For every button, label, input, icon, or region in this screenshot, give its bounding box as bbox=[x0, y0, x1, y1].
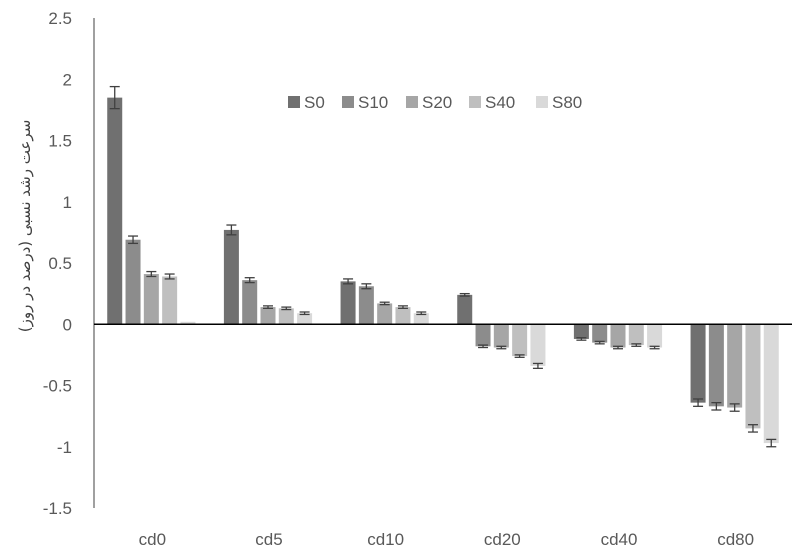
error-bar-s80-cd5 bbox=[299, 311, 310, 316]
x-category-label: cd10 bbox=[367, 530, 404, 549]
y-tick-label: 2 bbox=[63, 70, 72, 89]
error-bar-s20-cd0 bbox=[146, 270, 157, 278]
y-tick-label: 2.5 bbox=[48, 9, 72, 28]
error-bar-s0-cd20 bbox=[459, 292, 470, 297]
error-bar-s40-cd10 bbox=[397, 305, 408, 309]
bar-s10-cd0 bbox=[125, 239, 141, 325]
error-bar-s10-cd5 bbox=[244, 277, 255, 284]
legend-swatch-s0 bbox=[288, 96, 300, 108]
bar-s80-cd10 bbox=[413, 313, 429, 325]
error-bar-s40-cd0 bbox=[164, 273, 175, 280]
error-bar-s10-cd0 bbox=[128, 235, 139, 245]
legend: S0 S10 S20 S40 S80 bbox=[288, 93, 582, 112]
bar-s0-cd80 bbox=[690, 324, 706, 403]
bar-s80-cd80 bbox=[763, 324, 779, 444]
legend-label-s0: S0 bbox=[304, 93, 325, 112]
y-tick-label: -0.5 bbox=[43, 377, 72, 396]
legend-label-s10: S10 bbox=[358, 93, 388, 112]
bar-s10-cd20 bbox=[475, 324, 491, 347]
legend-swatch-s10 bbox=[342, 96, 354, 108]
error-bar-s80-cd10 bbox=[416, 311, 427, 316]
bar-s20-cd40 bbox=[610, 324, 626, 348]
y-tick-label: -1.5 bbox=[43, 499, 72, 518]
x-category-label: cd5 bbox=[255, 530, 282, 549]
legend-label-s40: S40 bbox=[485, 93, 515, 112]
bar-s10-cd80 bbox=[708, 324, 724, 407]
bar-s0-cd0 bbox=[107, 97, 123, 325]
legend-swatch-s80 bbox=[536, 96, 548, 108]
x-category-label: cd20 bbox=[484, 530, 521, 549]
y-tick-label: 0.5 bbox=[48, 254, 72, 273]
error-bar-s40-cd20 bbox=[514, 354, 525, 358]
legend-swatch-s40 bbox=[469, 96, 481, 108]
error-bar-s20-cd40 bbox=[613, 345, 623, 350]
x-category-label: cd80 bbox=[717, 530, 754, 549]
bar-s0-cd20 bbox=[457, 294, 473, 325]
bar-s80-cd5 bbox=[297, 313, 313, 325]
error-bar-s40-cd5 bbox=[281, 306, 292, 311]
error-bar-s0-cd10 bbox=[343, 278, 354, 285]
bars-layer bbox=[107, 97, 779, 444]
error-bar-s10-cd10 bbox=[361, 283, 372, 290]
x-category-label: cd40 bbox=[601, 530, 638, 549]
bar-s40-cd20 bbox=[512, 324, 528, 357]
legend-swatch-s20 bbox=[406, 96, 418, 108]
x-category-label: cd0 bbox=[139, 530, 166, 549]
bar-s40-cd5 bbox=[278, 308, 294, 325]
bar-s20-cd20 bbox=[493, 324, 509, 348]
error-bar-s20-cd80 bbox=[729, 403, 740, 412]
error-bar-s0-cd80 bbox=[693, 398, 704, 407]
bar-s0-cd40 bbox=[573, 324, 589, 339]
bar-s20-cd0 bbox=[143, 274, 159, 325]
error-bar-s0-cd0 bbox=[109, 85, 120, 110]
error-bar-s20-cd10 bbox=[379, 301, 390, 306]
bar-s0-cd5 bbox=[223, 229, 239, 325]
legend-label-s80: S80 bbox=[552, 93, 582, 112]
error-bar-s80-cd80 bbox=[766, 438, 777, 448]
error-bar-s0-cd40 bbox=[576, 337, 587, 341]
y-tick-label: 1 bbox=[63, 193, 72, 212]
bar-s40-cd10 bbox=[395, 307, 411, 325]
error-bar-s40-cd80 bbox=[747, 424, 758, 433]
axes-layer bbox=[93, 18, 792, 508]
bar-s40-cd40 bbox=[628, 324, 644, 346]
bar-s80-cd20 bbox=[530, 324, 546, 366]
y-tick-label: -1 bbox=[57, 438, 72, 457]
bar-s10-cd10 bbox=[358, 286, 374, 325]
legend-label-s20: S20 bbox=[422, 93, 452, 112]
bar-s0-cd10 bbox=[340, 281, 356, 325]
bar-s10-cd40 bbox=[592, 324, 608, 343]
bar-s20-cd5 bbox=[260, 307, 276, 325]
error-bar-s10-cd80 bbox=[711, 401, 722, 411]
bar-s10-cd5 bbox=[242, 280, 258, 325]
bar-s80-cd0 bbox=[180, 321, 196, 325]
bar-s20-cd80 bbox=[727, 324, 743, 408]
bar-s20-cd10 bbox=[377, 303, 393, 325]
bar-s40-cd80 bbox=[745, 324, 761, 429]
error-bars-layer bbox=[109, 85, 777, 448]
error-bar-s20-cd5 bbox=[263, 305, 273, 309]
error-bar-s10-cd40 bbox=[594, 340, 605, 345]
bar-s80-cd40 bbox=[647, 324, 663, 348]
error-bar-s20-cd20 bbox=[496, 345, 507, 350]
error-bar-s80-cd20 bbox=[532, 362, 543, 370]
bar-s40-cd0 bbox=[162, 276, 178, 325]
error-bar-s80-cd40 bbox=[649, 345, 660, 350]
y-tick-labels: 2.5 2 1.5 1 0.5 0 -0.5 -1 -1.5 bbox=[43, 9, 72, 518]
error-bar-s40-cd40 bbox=[631, 343, 642, 347]
y-tick-label: 0 bbox=[63, 315, 72, 334]
error-bar-s0-cd5 bbox=[226, 224, 237, 236]
y-tick-label: 1.5 bbox=[48, 132, 72, 151]
y-axis-label: سرعت رشد نسبی (درصد در روز) bbox=[16, 120, 34, 333]
error-bar-s10-cd20 bbox=[478, 344, 489, 349]
category-labels: cd0 cd5 cd10 cd20 cd40 cd80 bbox=[139, 530, 754, 549]
